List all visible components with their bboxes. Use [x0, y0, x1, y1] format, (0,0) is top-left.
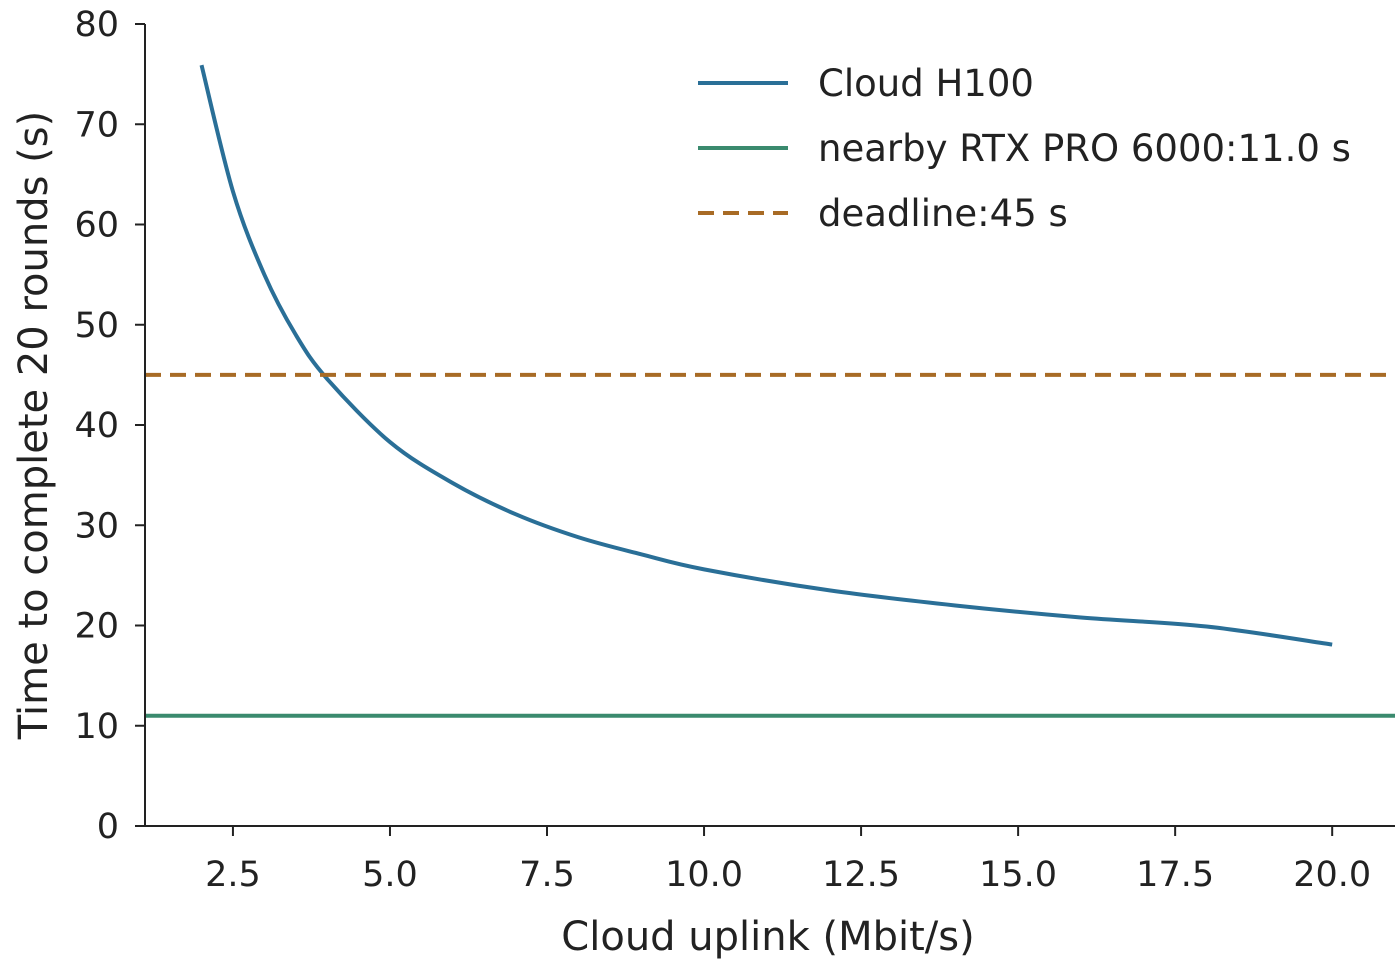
y-axis-title: Time to complete 20 rounds (s)	[11, 111, 57, 740]
legend-label-1: nearby RTX PRO 6000:11.0 s	[818, 127, 1351, 170]
x-tick-label: 12.5	[822, 855, 900, 895]
y-tick-label: 30	[74, 506, 119, 546]
x-axis-title: Cloud uplink (Mbit/s)	[561, 914, 974, 960]
x-tick-label: 2.5	[205, 855, 261, 895]
y-tick-label: 50	[74, 306, 119, 346]
y-tick-label: 20	[74, 607, 119, 647]
legend-label-0: Cloud H100	[818, 62, 1034, 105]
series-layer	[145, 64, 1395, 718]
y-tick-label: 70	[74, 105, 119, 145]
series-line-0	[199, 64, 1333, 647]
y-tick-label: 40	[74, 406, 119, 446]
x-tick-label: 15.0	[979, 855, 1057, 895]
y-tick-label: 10	[74, 707, 119, 747]
x-tick-label: 20.0	[1293, 855, 1371, 895]
x-tick-label: 7.5	[519, 855, 575, 895]
y-tick-label: 60	[74, 206, 119, 246]
x-tick-label: 17.5	[1136, 855, 1214, 895]
x-ticks: 2.5 5.0 7.5 10.0 12.5 15.0 17.5 20.0	[205, 826, 1371, 895]
y-tick-label: 0	[97, 807, 119, 847]
legend: Cloud H100 nearby RTX PRO 6000:11.0 s dead…	[698, 62, 1351, 235]
y-ticks: 0 10 20 30 40 50 60 70 80	[74, 5, 145, 847]
legend-label-2: deadline:45 s	[818, 192, 1068, 235]
x-tick-label: 5.0	[362, 855, 418, 895]
x-tick-label: 10.0	[665, 855, 743, 895]
y-tick-label: 80	[74, 5, 119, 45]
